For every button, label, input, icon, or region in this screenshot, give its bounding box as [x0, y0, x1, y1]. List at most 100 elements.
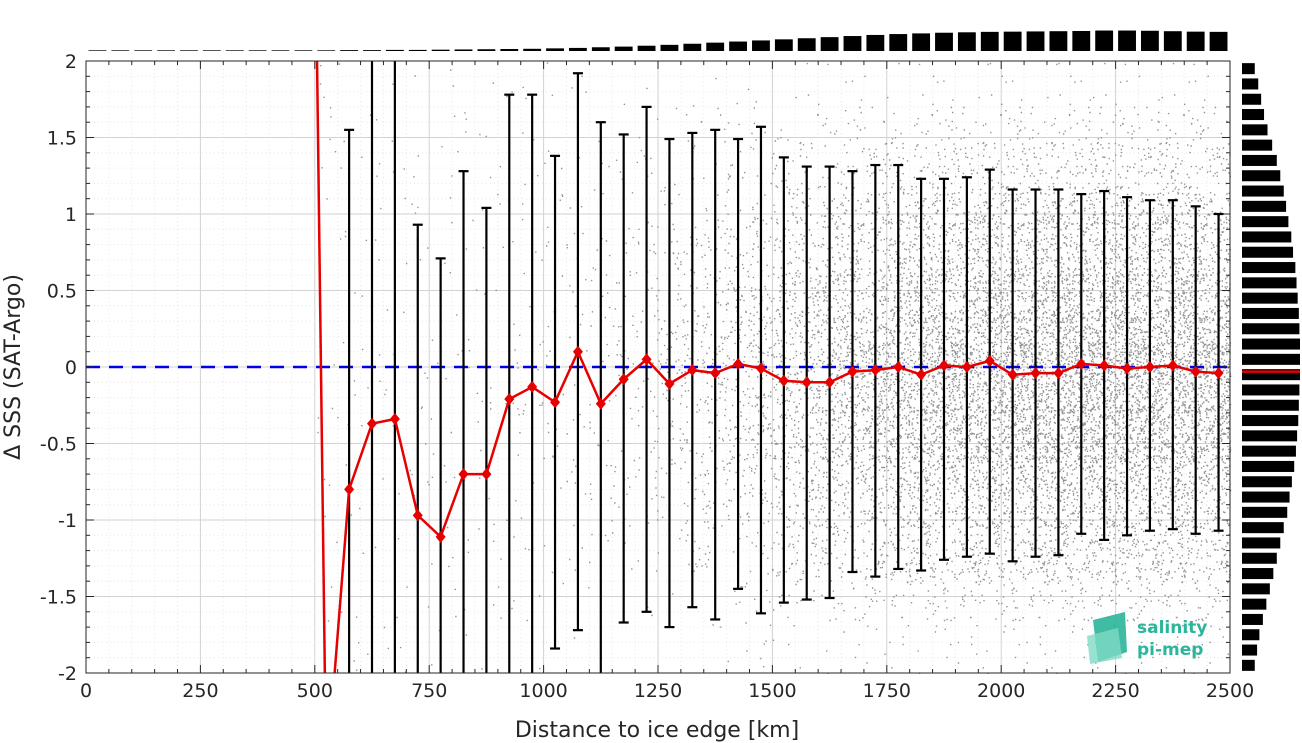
top-histogram-bar — [957, 32, 976, 51]
top-histogram — [88, 30, 1228, 51]
mean-marker — [367, 417, 377, 430]
top-histogram-bar — [912, 33, 931, 51]
top-histogram-bar — [660, 44, 679, 51]
right-histogram-bar — [1242, 644, 1258, 656]
right-histogram-bar — [1242, 353, 1300, 365]
mean-marker — [1167, 359, 1178, 372]
right-histogram-bar — [1242, 262, 1296, 274]
mean-marker — [710, 367, 721, 380]
logo-mark-shade-icon — [1087, 628, 1122, 664]
top-histogram-bar — [683, 43, 702, 51]
right-histogram-bar — [1242, 277, 1297, 289]
top-histogram-bar — [1026, 31, 1045, 51]
right-histogram-bar — [1242, 216, 1289, 228]
right-histogram-bar — [1242, 583, 1270, 595]
y-tick-label: 0 — [65, 357, 77, 379]
right-histogram-bar — [1242, 506, 1288, 518]
mean-marker — [504, 393, 515, 406]
mean-marker — [572, 345, 583, 358]
mean-marker — [595, 397, 606, 410]
top-histogram-bar — [614, 46, 633, 51]
top-histogram-bar — [477, 49, 496, 51]
y-tick-label: 1 — [65, 204, 77, 226]
top-histogram-bar — [889, 34, 908, 51]
mean-marker — [664, 377, 675, 390]
top-histogram-bar — [363, 50, 381, 51]
logo-line2: pi-mep — [1137, 640, 1203, 660]
top-histogram-bar — [706, 42, 725, 51]
right-histogram-bar — [1242, 154, 1277, 166]
right-histogram-bar — [1242, 307, 1299, 319]
error-bar — [435, 257, 446, 673]
top-histogram-bar — [546, 48, 564, 51]
right-histogram-bar — [1242, 78, 1259, 90]
right-histogram-bar — [1242, 109, 1265, 121]
mean-marker — [1007, 368, 1018, 381]
logo-line1: salinity — [1137, 618, 1207, 638]
mean-marker — [1076, 357, 1087, 370]
right-histogram-bar — [1242, 460, 1295, 472]
mean-marker — [755, 362, 766, 375]
right-histogram — [1242, 63, 1300, 671]
top-histogram-bar — [248, 50, 267, 51]
mean-marker — [641, 353, 652, 366]
mean-marker — [687, 364, 698, 377]
top-histogram-bar — [454, 49, 473, 51]
top-histogram-bar — [317, 50, 336, 51]
right-histogram-bar — [1242, 415, 1299, 427]
top-histogram-bar — [591, 47, 610, 51]
top-histogram-bar — [431, 49, 450, 51]
top-histogram-bar — [408, 49, 427, 51]
mean-marker — [1144, 361, 1155, 373]
x-tick-label: 1250 — [634, 680, 682, 702]
right-histogram-bar — [1242, 246, 1294, 258]
top-histogram-bar — [271, 50, 290, 51]
x-tick-label: 1500 — [748, 680, 796, 702]
mean-marker — [1030, 367, 1041, 380]
top-histogram-bar — [752, 40, 770, 51]
axes — [85, 60, 1231, 674]
right-histogram-bar — [1242, 629, 1260, 641]
mean-marker — [527, 380, 538, 393]
mean-marker — [1099, 359, 1110, 372]
mean-marker — [389, 413, 400, 426]
y-tick-label: -1.5 — [40, 587, 77, 609]
top-histogram-bar — [88, 50, 107, 51]
x-tick-label: 2250 — [1091, 680, 1139, 702]
right-histogram-bar — [1242, 231, 1292, 243]
top-histogram-bar — [1118, 30, 1136, 51]
right-histogram-bar — [1242, 200, 1287, 212]
top-histogram-bar — [1072, 30, 1091, 51]
mean-marker — [1053, 367, 1064, 380]
mean-marker — [412, 509, 423, 522]
top-histogram-bar — [202, 50, 221, 51]
right-histogram-bar — [1242, 399, 1299, 411]
right-histogram-bar — [1242, 659, 1255, 671]
mean-marker — [1213, 367, 1224, 380]
top-histogram-bar — [820, 37, 839, 51]
x-tick-label: 1000 — [519, 680, 567, 702]
y-tick-label: 0.5 — [47, 281, 77, 303]
mean-marker — [847, 365, 858, 378]
right-histogram-bar — [1242, 613, 1263, 625]
x-tick-label: 1750 — [863, 680, 911, 702]
mean-marker — [344, 483, 355, 496]
error-bar — [504, 93, 515, 673]
y-tick-label: -1 — [58, 510, 77, 532]
error-bar — [595, 121, 606, 673]
x-tick-label: 500 — [297, 680, 333, 702]
top-histogram-bar — [1095, 30, 1114, 51]
right-histogram-bar — [1242, 124, 1268, 136]
right-histogram-bar — [1242, 63, 1255, 75]
top-histogram-bar — [935, 32, 953, 51]
right-histogram-bar — [1242, 552, 1277, 564]
right-histogram-bar — [1242, 491, 1290, 503]
mean-marker — [939, 359, 949, 372]
right-histogram-bar — [1242, 445, 1296, 457]
top-histogram-bar — [729, 41, 748, 51]
right-histogram-bar — [1242, 430, 1298, 442]
right-histogram-bar — [1242, 476, 1292, 488]
mean-marker — [550, 396, 561, 409]
top-histogram-bar — [774, 39, 793, 51]
